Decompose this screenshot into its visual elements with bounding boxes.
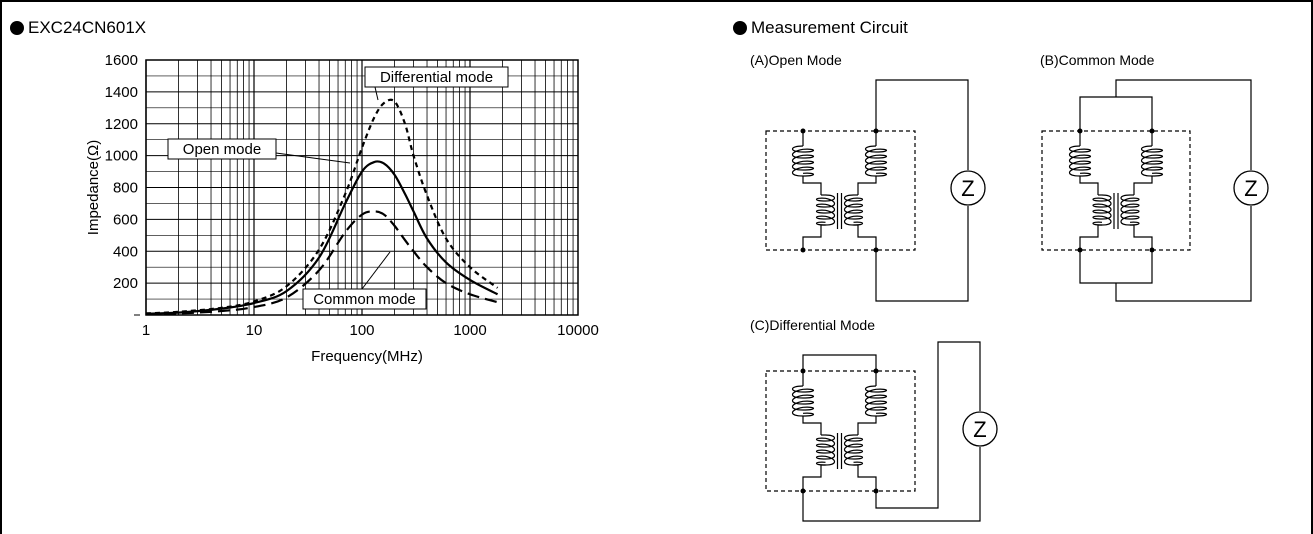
y-tick-label: 1200 xyxy=(105,116,138,133)
circuit-section-title: Measurement Circuit xyxy=(751,18,908,37)
transformer-coil-left xyxy=(815,434,836,466)
x-tick-label: 1 xyxy=(142,322,150,339)
transformer-coil-right xyxy=(1120,194,1140,226)
wire xyxy=(853,464,877,491)
y-tick-label: 600 xyxy=(113,211,138,228)
circuit-differential-mode: Z xyxy=(765,341,998,522)
wire xyxy=(857,416,877,435)
wire-b-top xyxy=(1115,79,1252,170)
impedance-chart: 200 400 600 800 1000 1200 1400 1600 1 10 100 1000 10… xyxy=(85,52,599,365)
transformer-coil-right xyxy=(843,194,864,226)
component-dashed-box xyxy=(1041,130,1191,251)
y-tick-label: 1000 xyxy=(105,148,138,165)
wire xyxy=(853,224,877,250)
impedance-meter xyxy=(962,411,998,447)
legend-box xyxy=(364,66,509,88)
inductor-coil xyxy=(864,385,888,417)
wire xyxy=(1079,176,1099,195)
x-tick-label: 1000 xyxy=(453,322,486,339)
y-axis-label: Impedance(Ω) xyxy=(85,140,102,235)
wire xyxy=(857,176,877,195)
left-header: EXC24CN601X xyxy=(10,18,146,38)
transformer-coil-left xyxy=(815,194,836,226)
component-dashed-box xyxy=(765,370,916,492)
wire-c-right xyxy=(875,341,981,509)
transformer-coil-left xyxy=(1092,194,1112,226)
series-line-open-mode xyxy=(145,160,499,315)
chart-ticks: 200 400 600 800 1000 1200 1400 1600 1 10 100 1000 10… xyxy=(85,52,599,365)
wire-a-top xyxy=(875,79,969,170)
circuit-a-label: (A)Open Mode xyxy=(750,52,842,68)
wire xyxy=(802,176,822,195)
plot-frame xyxy=(145,59,579,316)
wire xyxy=(802,464,826,491)
inductor-coil xyxy=(1068,145,1092,177)
chart-title: EXC24CN601X xyxy=(28,18,147,37)
inductor-coil xyxy=(1140,145,1164,177)
wire-b-bottom-bridge xyxy=(1079,250,1153,284)
wire-b-top-bridge xyxy=(1079,96,1153,131)
transformer-coil-right xyxy=(843,434,864,466)
series-line-common-mode xyxy=(145,210,498,316)
legend-leader-line xyxy=(374,86,379,101)
legend-box xyxy=(302,288,427,310)
y-tick-label: 400 xyxy=(113,243,138,260)
chart-grid xyxy=(145,59,579,316)
inductor-coil xyxy=(791,385,815,417)
x-axis-label: Frequency(MHz) xyxy=(311,348,423,365)
wire-a-bottom xyxy=(875,206,969,302)
chart-labels: Differential mode Open mode Common mode xyxy=(167,66,509,310)
circuit-open-mode: Z xyxy=(765,79,986,302)
wire-b-bottom xyxy=(1115,206,1252,302)
inductor-coil xyxy=(791,145,815,177)
y-tick-label: 200 xyxy=(113,275,138,292)
wire xyxy=(1130,224,1153,250)
y-tick-label: 800 xyxy=(113,180,138,197)
legend-leader-line xyxy=(361,251,391,290)
impedance-symbol: Z xyxy=(973,417,986,442)
component-dashed-box xyxy=(765,130,916,251)
circuit-common-mode: Z xyxy=(1041,79,1269,302)
terminal-dot xyxy=(800,128,806,134)
wire-c-bottom xyxy=(802,447,981,522)
impedance-meter xyxy=(950,170,986,206)
wire xyxy=(1133,176,1153,195)
x-tick-label: 100 xyxy=(349,322,374,339)
terminal-dot xyxy=(800,247,806,253)
wire xyxy=(802,224,826,250)
circuit-b-label: (B)Common Mode xyxy=(1040,52,1155,68)
y-tick-label: 1400 xyxy=(105,84,138,101)
legend-label: Common mode xyxy=(313,291,416,308)
impedance-symbol: Z xyxy=(961,176,974,201)
y-tick-label: 1600 xyxy=(105,52,138,69)
right-header: Measurement Circuit xyxy=(733,18,908,38)
impedance-symbol: Z xyxy=(1244,176,1257,201)
inductor-coil xyxy=(864,145,888,177)
bullet-icon xyxy=(10,21,24,35)
wire-c-top-bridge xyxy=(802,354,877,371)
legend-label: Open mode xyxy=(183,141,261,158)
bullet-icon xyxy=(733,21,747,35)
wire xyxy=(802,416,822,435)
legend-box xyxy=(167,138,277,160)
wire xyxy=(1079,224,1102,250)
legend-label: Differential mode xyxy=(380,69,493,86)
circuit-c-label: (C)Differential Mode xyxy=(750,317,876,333)
x-tick-label: 10000 xyxy=(557,322,599,339)
chart-series xyxy=(145,98,499,316)
impedance-meter xyxy=(1233,170,1269,206)
x-tick-label: 10 xyxy=(246,322,263,339)
legend-leaders xyxy=(275,86,391,290)
legend-leader-line xyxy=(275,152,351,164)
